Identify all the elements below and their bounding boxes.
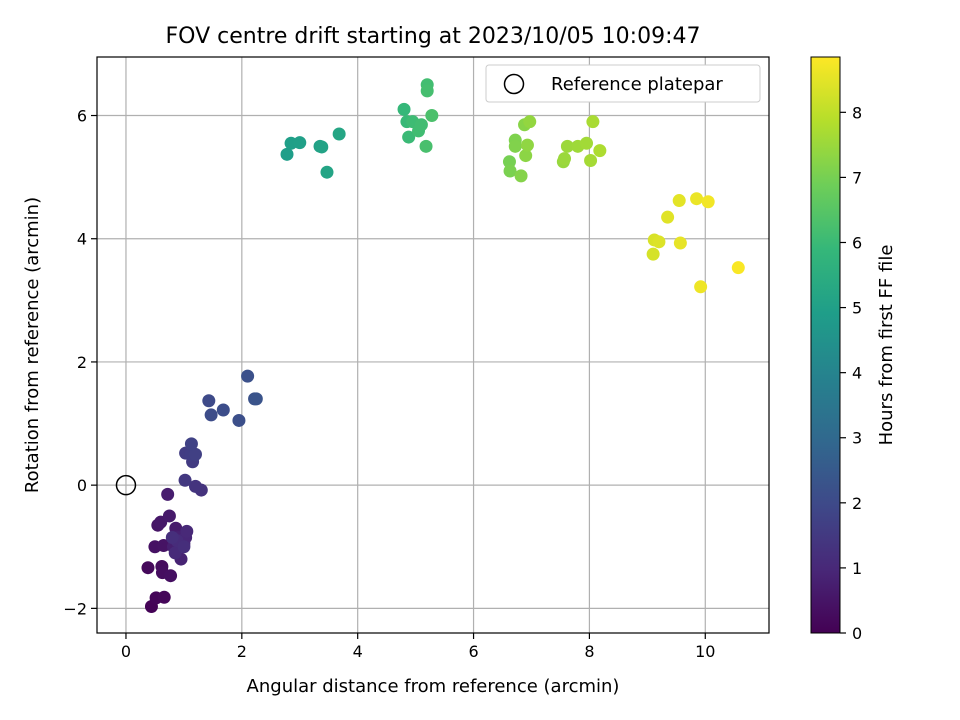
data-point [397, 102, 411, 116]
colorbar-tick-label: 4 [852, 364, 862, 383]
legend-reference-marker [503, 73, 525, 95]
data-point [661, 210, 675, 224]
data-point [157, 539, 171, 553]
colorbar-tick-label: 7 [852, 168, 862, 187]
data-point [157, 590, 171, 604]
data-point [652, 235, 666, 249]
data-point [402, 130, 416, 144]
data-point [241, 369, 255, 383]
data-point [165, 531, 179, 545]
data-point [593, 144, 607, 158]
colorbar-label: Hours from first FF file [876, 245, 897, 446]
data-point [694, 280, 708, 294]
plot-area-frame [96, 56, 770, 634]
data-point [141, 561, 155, 575]
chart-title: FOV centre drift starting at 2023/10/05 … [166, 24, 701, 49]
data-point [646, 247, 660, 261]
colorbar-tick-label: 8 [852, 103, 862, 122]
colorbar: 0 1 2 3 4 5 6 7 8 Hours from first FF file [810, 56, 897, 643]
data-point [315, 140, 329, 154]
data-point [164, 569, 178, 583]
colorbar-tick-label: 6 [852, 233, 862, 252]
y-tick-label: 4 [77, 230, 87, 249]
y-axis-ticks: −2 0 2 4 6 [63, 107, 97, 618]
data-point [177, 540, 191, 554]
colorbar-tick-label: 5 [852, 299, 862, 318]
data-point [420, 84, 434, 98]
x-axis-label: Angular distance from reference (arcmin) [247, 676, 620, 697]
colorbar-ticks: 0 1 2 3 4 5 6 7 8 [840, 103, 862, 643]
data-point [178, 473, 192, 487]
data-point [503, 164, 517, 178]
data-point [673, 236, 687, 250]
data-point [584, 153, 598, 167]
data-point [188, 479, 202, 493]
data-point [672, 194, 686, 208]
data-point [232, 413, 246, 427]
data-point [580, 136, 594, 150]
x-tick-label: 0 [121, 642, 131, 661]
x-tick-label: 6 [468, 642, 478, 661]
y-tick-label: 6 [77, 107, 87, 126]
legend-box [485, 64, 761, 103]
data-point [202, 394, 216, 408]
data-point [560, 139, 574, 153]
grid-lines [97, 57, 769, 633]
data-point [320, 165, 334, 179]
data-point [293, 136, 307, 150]
y-tick-label: 0 [77, 476, 87, 495]
data-point [184, 437, 198, 451]
data-point [419, 139, 433, 153]
y-axis-label: Rotation from reference (arcmin) [22, 197, 43, 493]
data-point [280, 147, 294, 161]
data-point [425, 109, 439, 123]
data-point [414, 118, 428, 132]
y-tick-label: −2 [63, 599, 87, 618]
data-point [204, 408, 218, 422]
data-point [332, 127, 346, 141]
data-point [161, 487, 175, 501]
x-axis-ticks: 0 2 4 6 8 10 [121, 633, 715, 661]
data-point [180, 524, 194, 538]
data-point [731, 261, 745, 275]
x-tick-label: 10 [695, 642, 715, 661]
legend-entry-reference: Reference platepar [551, 74, 723, 95]
colorbar-tick-label: 0 [852, 624, 862, 643]
data-point [558, 152, 572, 166]
data-point [520, 138, 534, 152]
y-tick-label: 2 [77, 353, 87, 372]
data-point [502, 155, 516, 169]
reference-marker-layer [115, 474, 137, 496]
data-point [162, 509, 176, 523]
colorbar-tick-label: 2 [852, 494, 862, 513]
x-tick-label: 4 [353, 642, 363, 661]
data-point [690, 192, 704, 206]
data-point [701, 195, 715, 209]
data-point [508, 139, 522, 153]
data-point [523, 115, 537, 129]
data-point [216, 403, 230, 417]
legend: Reference platepar [485, 64, 761, 103]
data-point [514, 169, 528, 183]
colorbar-gradient [810, 56, 841, 634]
x-tick-label: 2 [237, 642, 247, 661]
data-point [188, 447, 202, 461]
data-point [586, 115, 600, 129]
x-tick-label: 8 [584, 642, 594, 661]
colorbar-tick-label: 1 [852, 559, 862, 578]
data-point [519, 149, 533, 163]
reference-platepar-marker [115, 474, 137, 496]
data-point [249, 392, 263, 406]
data-points [141, 78, 745, 614]
colorbar-tick-label: 3 [852, 429, 862, 448]
